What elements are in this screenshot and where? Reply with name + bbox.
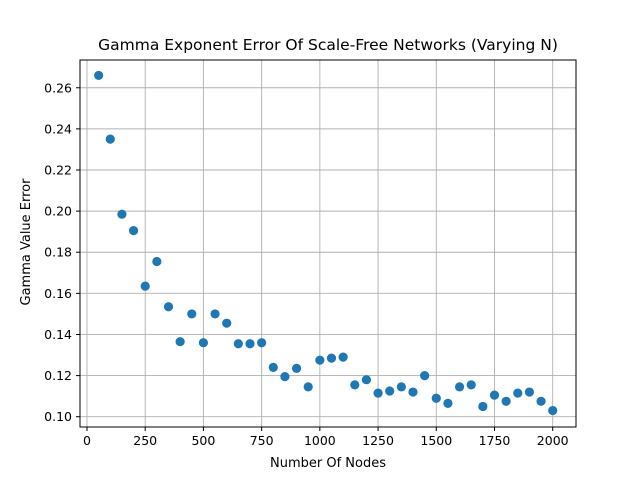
data-point xyxy=(466,380,476,390)
data-point xyxy=(478,401,488,412)
y-tick-label: 0.20 xyxy=(44,204,72,219)
data-point xyxy=(187,309,197,319)
data-point xyxy=(408,387,418,397)
data-point xyxy=(245,339,255,349)
data-point xyxy=(454,382,465,392)
y-tick-label: 0.16 xyxy=(44,286,72,301)
data-point xyxy=(117,209,127,219)
data-point xyxy=(338,352,348,362)
x-tick-label: 2000 xyxy=(537,433,569,448)
data-point xyxy=(222,318,232,328)
grid-lines xyxy=(80,60,576,427)
x-tick-label: 1500 xyxy=(420,433,452,448)
data-point xyxy=(489,390,500,400)
x-tick-label: 250 xyxy=(133,433,157,448)
data-point xyxy=(105,134,115,144)
data-point xyxy=(524,387,535,397)
data-point xyxy=(257,338,267,348)
data-points xyxy=(94,70,558,416)
data-point xyxy=(350,380,360,390)
data-point xyxy=(431,393,441,403)
x-tick-label: 1250 xyxy=(362,433,394,448)
data-point xyxy=(94,70,104,81)
plot-area-frame xyxy=(79,59,577,428)
data-point xyxy=(443,398,453,408)
data-point xyxy=(233,339,243,349)
data-point xyxy=(128,226,139,236)
data-point xyxy=(536,396,546,406)
data-point xyxy=(420,370,430,381)
data-point xyxy=(315,355,325,365)
y-tick-label: 0.22 xyxy=(44,162,72,177)
x-tick-label: 1000 xyxy=(304,433,336,448)
axis-ticks: 0 250 500 750 1000 1250 1500 1750 2000 0.10 0.12 0.… xyxy=(44,80,569,448)
data-point xyxy=(163,302,174,312)
data-point xyxy=(303,382,313,392)
x-tick-label: 500 xyxy=(191,433,215,448)
data-point xyxy=(326,353,337,363)
y-tick-label: 0.14 xyxy=(44,327,72,342)
data-point xyxy=(140,281,150,291)
x-tick-label: 750 xyxy=(250,433,274,448)
chart-title: Gamma Exponent Error Of Scale-Free Netwo… xyxy=(98,36,558,54)
data-point xyxy=(291,363,302,374)
data-point xyxy=(385,386,395,396)
y-axis-label: Gamma Value Error xyxy=(19,178,34,306)
y-tick-label: 0.18 xyxy=(44,245,72,260)
data-point xyxy=(268,362,278,372)
y-tick-label: 0.12 xyxy=(44,368,72,383)
data-point xyxy=(361,375,372,385)
y-tick-label: 0.10 xyxy=(44,409,72,424)
y-tick-label: 0.24 xyxy=(44,121,72,136)
y-tick-label: 0.26 xyxy=(44,80,72,95)
x-tick-label: 1750 xyxy=(479,433,511,448)
data-point xyxy=(373,388,383,398)
data-point xyxy=(210,309,220,319)
x-tick-label: 0 xyxy=(83,433,91,448)
data-point xyxy=(548,405,558,416)
data-point xyxy=(280,372,290,382)
data-point xyxy=(513,388,523,398)
data-point xyxy=(152,256,162,267)
x-axis-label: Number Of Nodes xyxy=(270,456,386,471)
data-point xyxy=(198,338,209,348)
data-point xyxy=(396,382,406,392)
data-point xyxy=(501,396,511,406)
data-point xyxy=(175,337,185,347)
